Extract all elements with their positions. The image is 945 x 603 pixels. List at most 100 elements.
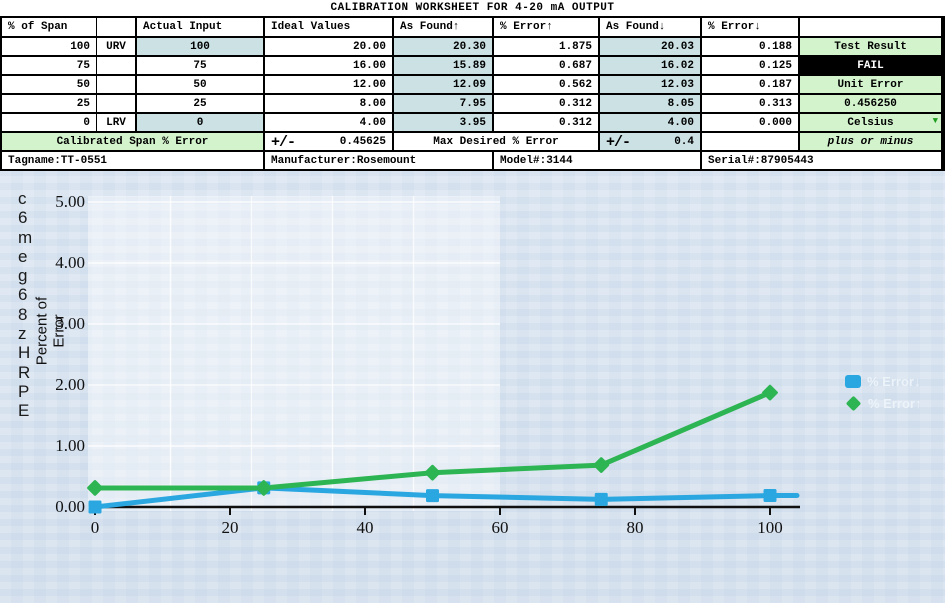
cell-input-row0[interactable]: 100 (137, 38, 265, 57)
marker-diamond (424, 464, 441, 481)
left-glyph: 8 (18, 304, 28, 324)
column-header-7: % Error↓ (702, 18, 800, 38)
cell-err_up-row1: 0.687 (494, 57, 600, 76)
cell-span-row2: 50 (2, 76, 97, 95)
left-glyph: e (18, 246, 28, 266)
y-tick-label: 1.00 (55, 436, 85, 455)
cell-ideal-row1: 16.00 (265, 57, 394, 76)
cell-af_dn-row1[interactable]: 16.02 (600, 57, 702, 76)
calibrated-span-error-label: Calibrated Span % Error (2, 133, 265, 152)
column-header-5: % Error↑ (494, 18, 600, 38)
marker-square (763, 489, 777, 503)
column-header-1 (97, 18, 137, 38)
x-tick-label: 80 (626, 518, 644, 537)
x-tick-label: 20 (221, 518, 239, 537)
left-glyph: P (18, 381, 30, 401)
cell-af_dn-row2[interactable]: 12.03 (600, 76, 702, 95)
chart-legend: % Error↓ % Error↑ (845, 374, 922, 412)
marker-diamond (87, 480, 103, 496)
left-glyph: H (18, 343, 31, 363)
max-desired-error-label: Max Desired % Error (394, 133, 600, 152)
left-glyph: c (18, 189, 27, 208)
column-header-8 (800, 18, 943, 38)
cell-af_dn-row3[interactable]: 8.05 (600, 95, 702, 114)
serial-field[interactable]: Serial#:87905443 (702, 152, 943, 171)
chevron-down-icon: ▼ (932, 116, 938, 126)
cell-span-row3: 25 (2, 95, 97, 114)
cell-err_dn-row3: 0.313 (702, 95, 800, 114)
left-glyph: 6 (18, 285, 28, 305)
cell-err_up-row4: 0.312 (494, 114, 600, 133)
plot-canvas (87, 196, 800, 515)
worksheet-table: % of Span Actual Input Ideal Values As Foun… (0, 18, 945, 171)
cell-af_up-row0[interactable]: 20.30 (394, 38, 494, 57)
cell-err_dn-row2: 0.187 (702, 76, 800, 95)
column-header-0: % of Span (2, 18, 97, 38)
cell-input-row3: 25 (137, 95, 265, 114)
result-cell-row0: Test Result (800, 38, 943, 57)
cell-ideal-row2: 12.00 (265, 76, 394, 95)
y-tick-label: 5.00 (55, 192, 85, 211)
cell-tag-row0: URV (97, 38, 137, 57)
y-tick-label: 0.00 (55, 497, 85, 516)
legend-diamond-swatch (845, 395, 862, 412)
x-tick-label: 60 (491, 518, 509, 537)
cell-ideal-row3: 8.00 (265, 95, 394, 114)
left-glyph: R (18, 362, 31, 382)
cell-tag-row3 (97, 95, 137, 114)
cell-tag-row1 (97, 57, 137, 76)
marker-square (594, 492, 608, 506)
cell-af_dn-row0[interactable]: 20.03 (600, 38, 702, 57)
legend-label: % Error↓ (867, 374, 921, 389)
calibrated-span-error-value: +/- 0.45625 (265, 133, 394, 152)
y-tick-label: 4.00 (55, 253, 85, 272)
legend-item: % Error↑ (845, 395, 922, 412)
cell-af_dn-row4[interactable]: 4.00 (600, 114, 702, 133)
cell-tag-row4: LRV (97, 114, 137, 133)
legend-label: % Error↑ (868, 396, 922, 411)
cell-input-row2: 50 (137, 76, 265, 95)
marker-square (88, 500, 102, 514)
model-field[interactable]: Model#:3144 (494, 152, 702, 171)
empty-cell (702, 133, 800, 152)
left-glyph: m (18, 227, 33, 247)
x-tick-label: 0 (90, 518, 100, 537)
cell-input-row4[interactable]: 0 (137, 114, 265, 133)
cell-err_up-row2: 0.562 (494, 76, 600, 95)
units-dropdown[interactable]: Celsius ▼ (800, 114, 943, 133)
left-glyph: g (18, 266, 28, 286)
calibrated-error-number: 0.45625 (339, 135, 386, 148)
cell-af_up-row1[interactable]: 15.89 (394, 57, 494, 76)
plus-minus-sign: +/- (271, 133, 296, 151)
cell-err_up-row3: 0.312 (494, 95, 600, 114)
plus-minus-sign: +/- (606, 133, 631, 151)
cell-af_up-row3[interactable]: 7.95 (394, 95, 494, 114)
units-dropdown-value: Celsius (847, 116, 894, 129)
result-cell-row2: Unit Error (800, 76, 943, 95)
marker-diamond (593, 457, 610, 473)
legend-square-swatch (845, 375, 861, 388)
plus-or-minus-note: plus or minus (800, 133, 943, 152)
y-tick-label: 2.00 (55, 375, 85, 394)
x-tick-label: 100 (757, 518, 783, 537)
worksheet-title: CALIBRATION WORKSHEET FOR 4-20 mA OUTPUT (0, 0, 945, 18)
y-tick-label: 3.00 (55, 314, 85, 333)
cell-err_dn-row4: 0.000 (702, 114, 800, 133)
marker-diamond (255, 480, 272, 496)
column-header-4: As Found↑ (394, 18, 494, 38)
x-tick-label: 40 (356, 518, 374, 537)
tagname-field[interactable]: Tagname:TT-0551 (2, 152, 265, 171)
cell-err_up-row0: 1.875 (494, 38, 600, 57)
column-header-6: As Found↓ (600, 18, 702, 38)
cell-err_dn-row1: 0.125 (702, 57, 800, 76)
cell-af_up-row4[interactable]: 3.95 (394, 114, 494, 133)
left-glyph: 6 (18, 208, 28, 228)
max-desired-error-value[interactable]: +/- 0.4 (600, 133, 702, 152)
cell-af_up-row2[interactable]: 12.09 (394, 76, 494, 95)
cell-tag-row2 (97, 76, 137, 95)
cell-span-row0: 100 (2, 38, 97, 57)
manufacturer-field[interactable]: Manufacturer:Rosemount (265, 152, 494, 171)
legend-item: % Error↓ (845, 374, 921, 389)
